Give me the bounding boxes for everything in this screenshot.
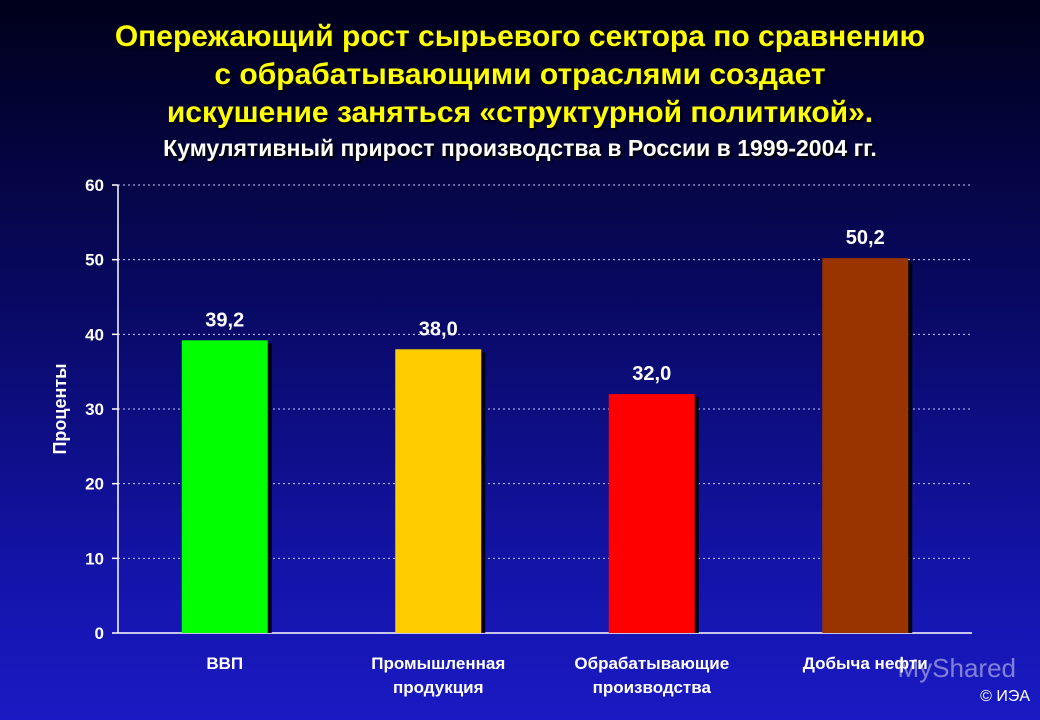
x-category-label: ВВП [206,654,243,673]
bar-value-label: 39,2 [205,309,244,331]
slide-title: Опережающий рост сырьевого сектора по ср… [0,18,1040,132]
chart-subtitle: Кумулятивный прирост производства в Росс… [163,135,877,161]
y-tick-label: 50 [85,251,104,270]
bar [395,349,482,633]
bar-value-label: 32,0 [632,363,671,385]
title-line-1: Опережающий рост сырьевого сектора по ср… [114,20,926,53]
y-tick-label: 60 [85,176,104,195]
y-tick-label: 40 [85,325,104,344]
watermark: MyShared [897,653,1017,683]
x-category-label: производства [593,678,712,697]
y-tick-label: 30 [85,400,104,419]
bar [181,340,268,633]
y-tick-label: 20 [85,475,104,494]
copyright-text: © ИЭА [980,688,1030,705]
bar [822,258,909,633]
bar [608,394,695,633]
y-axis-label: Проценты [50,363,70,454]
title-line-2: с обрабатывающими отраслями создает [214,58,826,91]
x-category-label: Добыча нефти [803,654,928,673]
title-line-3: искушение заняться «структурной политико… [166,96,874,129]
y-tick-label: 10 [85,549,104,568]
x-category-label: Обрабатывающие [574,654,729,673]
bar-value-label: 38,0 [419,318,458,340]
y-tick-label: 0 [95,624,104,643]
bar-value-label: 50,2 [846,227,885,249]
x-category-label: Промышленная [371,654,505,673]
x-category-label: продукция [393,678,484,697]
